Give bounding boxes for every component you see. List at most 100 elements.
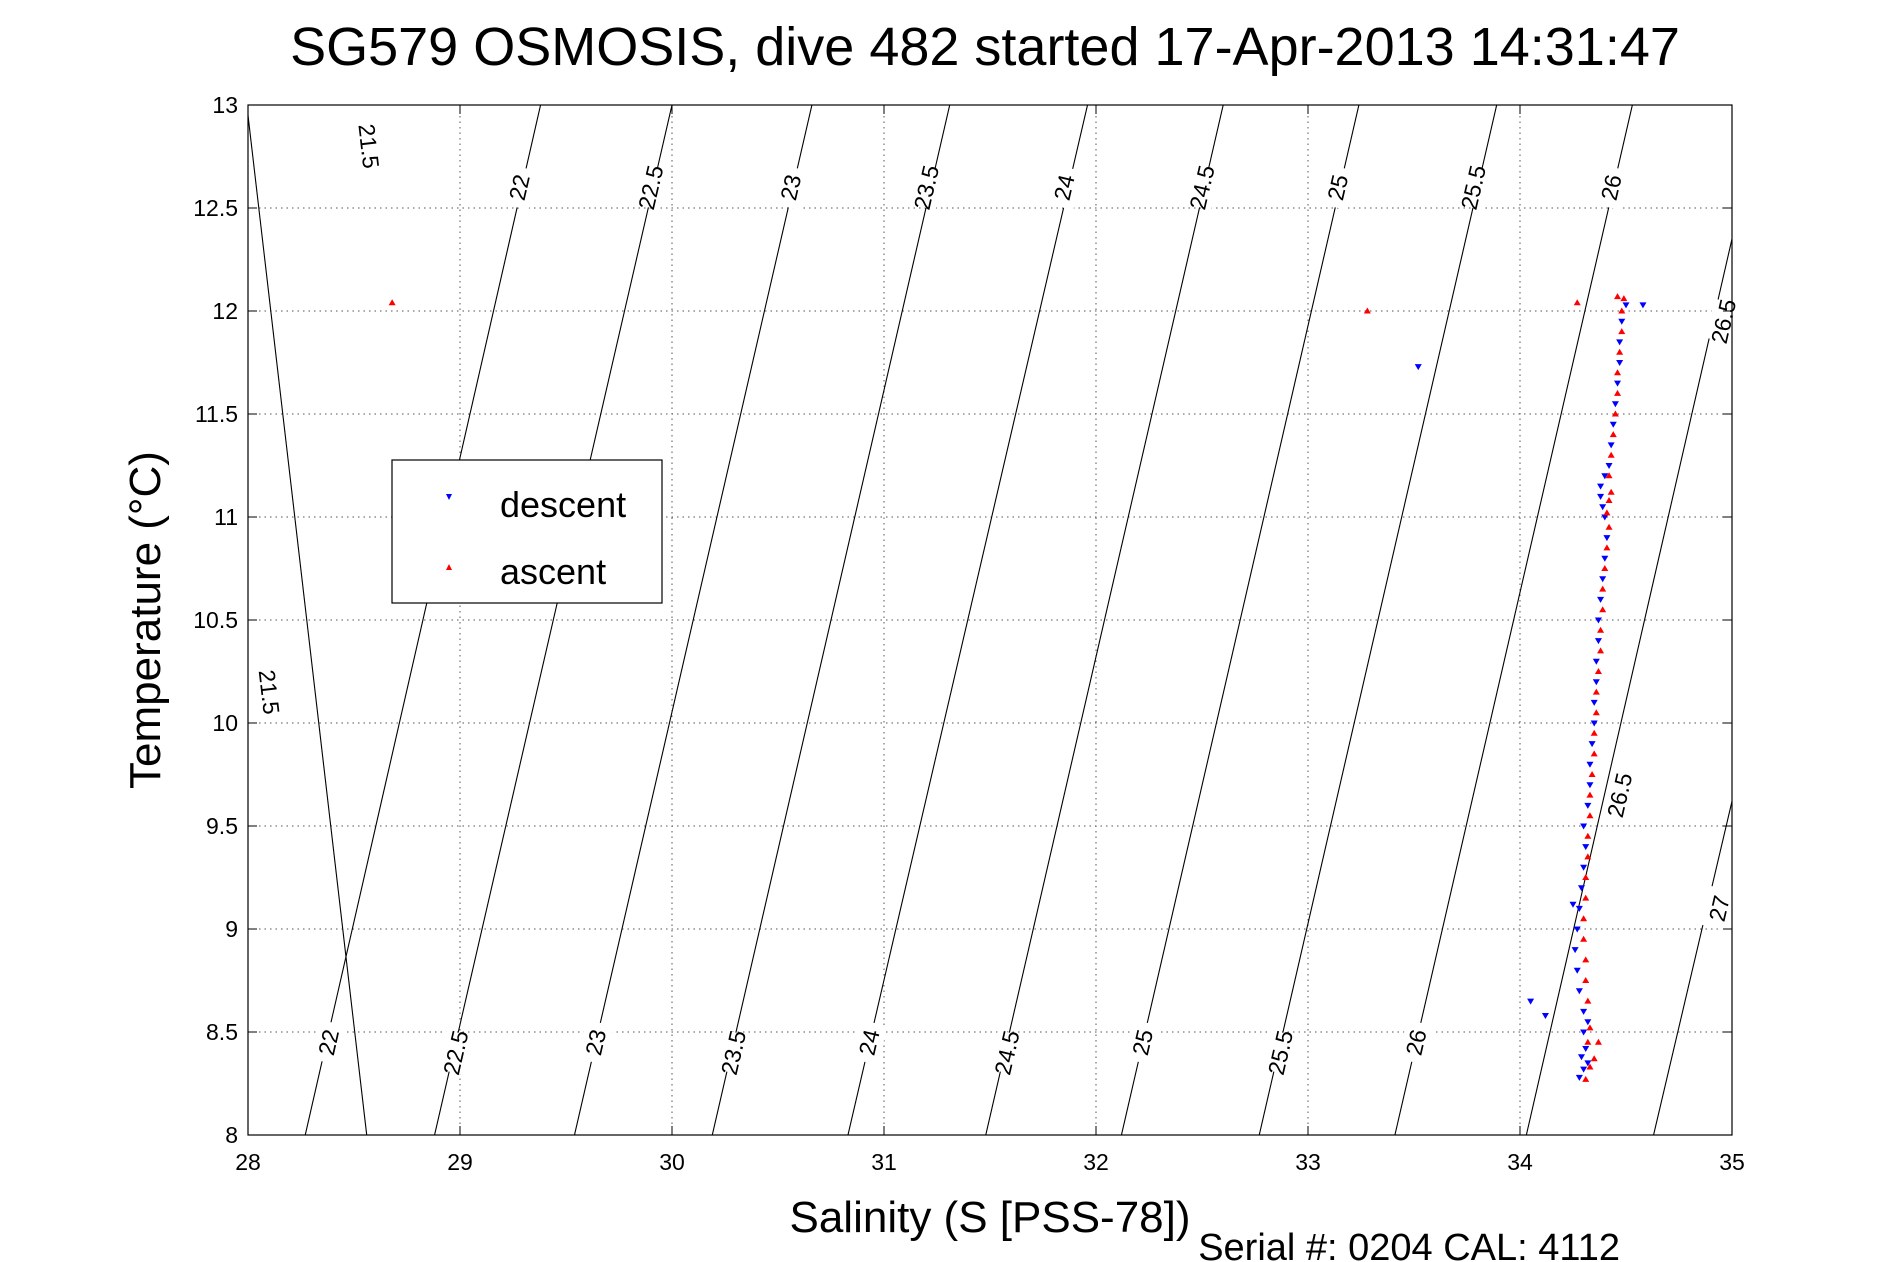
descent-point (1597, 483, 1605, 490)
descent-point (1584, 1019, 1592, 1026)
descent-point (1601, 555, 1609, 562)
y-tick-label: 9.5 (206, 813, 238, 839)
descent-point (1580, 1008, 1588, 1015)
descent-point (1639, 302, 1647, 309)
legend-descent-label: descent (500, 484, 626, 525)
x-tick-label: 34 (1507, 1149, 1533, 1175)
ascent-point (1611, 410, 1619, 417)
ascent-point (1618, 307, 1626, 314)
density-contour-line (985, 104, 1224, 1136)
y-tick-label: 8 (225, 1122, 238, 1148)
descent-point (1573, 926, 1581, 933)
contour-label: 25 (1322, 172, 1353, 203)
descent-point (1590, 720, 1598, 727)
ascent-point (1592, 709, 1600, 716)
descent-point (1611, 401, 1619, 408)
contour-label-bg (437, 1029, 474, 1076)
contour-label: 25 (1127, 1027, 1158, 1058)
ascent-point (1586, 791, 1594, 798)
chart-title: SG579 OSMOSIS, dive 482 started 17-Apr-2… (290, 17, 1680, 77)
descent-point (1582, 844, 1590, 851)
ascent-point (1618, 328, 1626, 335)
descent-point (1586, 782, 1594, 789)
ascent-point (1584, 997, 1592, 1004)
ascent-point (1605, 472, 1613, 479)
ascent-point (1607, 451, 1615, 458)
y-axis-ticks: 8 8.5 9 9.5 10 10.5 11 11.5 12 12.5 13 (193, 92, 1732, 1148)
y-tick-label: 9 (225, 916, 238, 942)
descent-point (1575, 905, 1583, 912)
ascent-point (1590, 1055, 1598, 1062)
contour-label-bg (252, 670, 286, 714)
grid (248, 105, 1732, 1135)
y-tick-label: 12.5 (193, 195, 238, 221)
ascent-point (1580, 915, 1588, 922)
contour-label-bg (772, 164, 809, 211)
descent-point (1580, 1029, 1588, 1036)
ascent-point (1599, 606, 1607, 613)
ascent-point (1586, 1063, 1594, 1070)
descent-point (1616, 360, 1624, 366)
descent-point (1597, 596, 1605, 603)
x-tick-label: 28 (235, 1149, 261, 1175)
descent-point (1614, 380, 1622, 387)
ascent-point (1582, 894, 1590, 901)
ascent-point (1603, 544, 1611, 551)
x-axis-ticks: 28 29 30 31 32 33 34 35 (235, 105, 1745, 1175)
ascent-point (1597, 626, 1605, 633)
descent-point (1582, 1045, 1590, 1052)
descent-point (1622, 302, 1630, 309)
ascent-point (1363, 307, 1371, 314)
descent-point (1575, 1074, 1583, 1081)
descent-point (1584, 1060, 1592, 1067)
data-points (388, 293, 1647, 1082)
contour-label-bg (715, 1029, 752, 1076)
contour-label-bg (908, 164, 945, 211)
ascent-point (1584, 853, 1592, 860)
ascent-point (1601, 565, 1609, 571)
ascent-point (1605, 497, 1613, 504)
ascent-point (1586, 812, 1594, 819)
y-tick-label: 11.5 (195, 401, 238, 427)
density-contour-line (847, 104, 1089, 1136)
y-tick-label: 12 (212, 298, 238, 324)
ascent-point (1607, 488, 1615, 495)
descent-point (1599, 576, 1607, 583)
contour-label-bg (1701, 885, 1738, 932)
ascent-point (1573, 299, 1581, 306)
x-tick-label: 33 (1295, 1149, 1321, 1175)
density-contour-line (711, 104, 951, 1136)
contour-label: 27 (1704, 893, 1735, 924)
descent-point (1586, 761, 1594, 768)
ascent-point (1584, 832, 1592, 839)
ascent-point (1594, 1038, 1602, 1045)
contour-label: 22 (313, 1027, 344, 1058)
descent-point (1584, 802, 1592, 809)
ascent-point (1614, 389, 1622, 396)
ascent-point (1582, 956, 1590, 963)
contour-label-bg (1397, 1019, 1435, 1065)
contour-label-bg (1262, 1029, 1299, 1076)
y-tick-label: 11 (214, 504, 238, 530)
descent-point (1527, 998, 1535, 1005)
y-axis-label: Temperature (°C) (121, 451, 170, 789)
ascent-point (1605, 523, 1613, 530)
descent-point (1577, 1054, 1585, 1061)
contour-label-bg (1593, 164, 1630, 211)
y-tick-label: 8.5 (206, 1019, 238, 1045)
ascent-point (1582, 1075, 1590, 1082)
ascent-point (1609, 431, 1617, 438)
descent-point (1541, 1013, 1549, 1020)
ascent-point (1594, 668, 1602, 674)
descent-point (1605, 463, 1613, 469)
ascent-point (1582, 874, 1590, 880)
contour-label-bg (577, 1019, 614, 1065)
contour-label: 26 (1596, 172, 1627, 203)
legend-ascent-label: ascent (500, 551, 606, 592)
descent-point (1577, 885, 1585, 892)
descent-point (1580, 823, 1588, 830)
ascent-point (1620, 295, 1628, 302)
x-tick-label: 29 (447, 1149, 473, 1175)
contour-label-bg (1455, 164, 1492, 211)
